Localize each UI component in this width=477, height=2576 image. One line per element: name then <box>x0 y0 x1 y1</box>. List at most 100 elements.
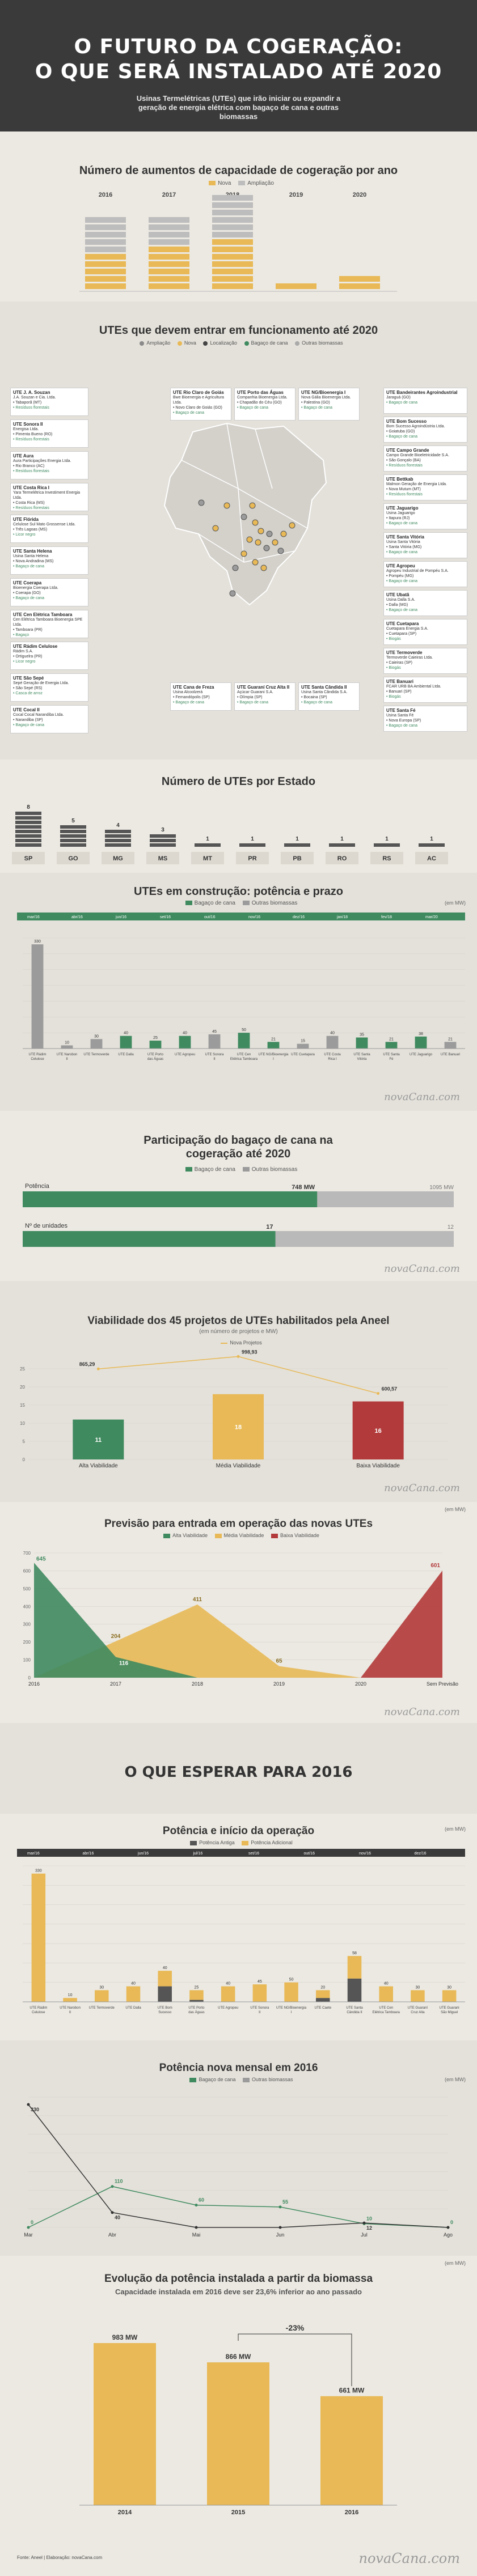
previsao-title: Previsão para entrada em operação das no… <box>104 1518 373 1530</box>
estado-block <box>150 843 176 847</box>
estado-block <box>15 830 41 833</box>
map-box-left: UTE Costa Rica I Yara Termelétrica Invest… <box>10 483 88 511</box>
map-box-line: • Fernandópolis (SP) <box>173 695 210 699</box>
map-box-line: • Bagaço de cana <box>13 596 44 600</box>
estado-block <box>105 834 131 838</box>
map-marker <box>212 525 219 532</box>
map-box-line: • Biogás <box>386 695 401 699</box>
previsao-tick-label: 600 <box>23 1568 31 1573</box>
estado-block <box>15 834 41 838</box>
map-box-line: • Bagaço <box>13 633 29 637</box>
aumentos-block <box>212 210 253 215</box>
potencia2016-category-label: UTE Rádim Celulose <box>29 2006 47 2014</box>
viabilidade-tick-label: 25 <box>20 1366 25 1372</box>
viabilidade-tick-label: 0 <box>23 1457 26 1462</box>
map-box-name: UTE Termoverde <box>386 650 423 655</box>
construcao-value-label: 25 <box>153 1036 158 1040</box>
aumentos-block <box>339 276 380 282</box>
mensal-x-label: Abr <box>108 2232 116 2238</box>
map-box-line: Usina Alcoolzerá <box>173 690 203 694</box>
mensal-value-label: 0 <box>450 2219 453 2225</box>
estado-block <box>329 843 355 847</box>
mensal-title: Potência nova mensal em 2016 <box>159 2062 318 2074</box>
mensal-value-label: 12 <box>366 2225 372 2231</box>
participacao-chart: Potência 748 MW 1095 MW Nº de unidades 17 12 <box>23 1183 454 1247</box>
map-box-line: • Bagaço de cana <box>301 701 332 705</box>
potencia2016-adicional-bar <box>126 1986 141 2002</box>
map-marker <box>277 548 284 554</box>
potencia2016-legend-adicional-swatch <box>242 1840 249 1845</box>
map-box-left: UTE Cen Elétrica Tamboara Cen Elétrica Ta… <box>10 610 88 638</box>
viabilidade-bar <box>213 1394 264 1459</box>
estado-block <box>60 825 86 829</box>
construcao-month-label: fev/18 <box>381 915 392 919</box>
estado-label-bg <box>326 852 358 864</box>
map-box-name: UTE Jaguarigo <box>386 506 419 511</box>
estado-label-bg <box>102 852 134 864</box>
map-box-line: • Cuetapara (SP) <box>386 632 417 636</box>
participacao-bagaco-bar <box>23 1231 276 1247</box>
map-box-name: UTE Cen Elétrica Tamboara <box>13 612 73 617</box>
map-marker <box>252 559 259 566</box>
map-marker <box>240 550 247 557</box>
construcao-category-label: UTE Narobon II <box>57 1053 78 1061</box>
previsao-x-label: 2020 <box>355 1681 366 1687</box>
potencia2016-month-label: out/16 <box>304 1852 315 1856</box>
map-box-line: • Bagaço de cana <box>13 723 44 727</box>
estado-block <box>374 843 400 847</box>
viabilidade-mw-line <box>98 1356 378 1394</box>
estado-block <box>15 825 41 829</box>
previsao-chart: 0 100 200 300 400 500 600 700 2016 2017 2018 2019 20… <box>23 1551 458 1687</box>
map-box-name: UTE Cana de Freza <box>173 685 214 690</box>
aumentos-block <box>149 283 189 289</box>
map-marker <box>240 513 247 520</box>
potencia2016-category-label: UTE Caete <box>314 2006 331 2010</box>
map-box-line: FCAR URB BA Ambiental Ltda. <box>386 685 441 689</box>
construcao-category-label: UTE Santa Vitória <box>353 1053 370 1061</box>
potencia2016-adicional-bar <box>411 1990 425 2002</box>
potencia2016-category-label: UTE Porto das Águas <box>188 2006 205 2014</box>
map-box-right: UTE Ubatã Usina Dalla S.A. • Dalla (MG) • B… <box>383 590 467 616</box>
map-box-left: UTE Santa Helena Usina Santa Helena • Nova… <box>10 546 88 575</box>
aumentos-block <box>212 247 253 252</box>
map-box-line: • Rio Branco (AC) <box>13 464 45 468</box>
map-box-name: UTE Santa Fé <box>386 708 416 713</box>
map-box-line: • São Gonçalo (BA) <box>386 459 421 462</box>
mensal-point <box>446 2226 450 2229</box>
construcao-chart: mar/16 abr/16 jun/16 set/16 out/16 nov/16 dez/… <box>17 913 465 1061</box>
previsao-legend-media: Média Viabilidade <box>223 1533 264 1538</box>
map-box-line: • Costa Rica (MS) <box>13 501 45 505</box>
map-box-line: Usina Santa Fé <box>386 714 414 718</box>
estado-category-label: MS <box>158 855 168 862</box>
potencia2016-legend-antiga: Potência Antiga <box>199 1840 235 1845</box>
map-marker <box>280 531 287 537</box>
estado-category-label: RS <box>382 855 391 862</box>
map-box-name: UTE Bettkab <box>386 477 413 482</box>
potencia2016-chart: mar/16 abr/16 jun/16 jul/16 set/16 out/16 nov/… <box>17 1849 465 2014</box>
map-box-line: • Chapadão do Céu (GO) <box>237 401 282 405</box>
map-marker <box>232 565 239 571</box>
potencia2016-adicional-bar <box>158 1971 172 1987</box>
legend-outras-dot <box>295 341 300 346</box>
construcao-value-label: 40 <box>330 1032 335 1036</box>
map-box-line: Cuetapara Energia S.A. <box>386 627 428 631</box>
evolucao-category-label: 2015 <box>231 2509 245 2516</box>
potencia2016-category-label: UTE Cen Elétrica Tamboara <box>373 2006 400 2014</box>
construcao-bar <box>179 1036 191 1049</box>
legend-ampliacao: Ampliação <box>247 180 274 186</box>
mensal-value-label: 60 <box>199 2197 204 2203</box>
map-box-line: Celulose Sul Mato Grossense Ltda. <box>13 523 76 527</box>
map-box-line: • Bocaina (SP) <box>301 695 327 699</box>
evolucao-value-label: 983 MW <box>112 2333 138 2341</box>
map-box-line: Rádim S.A. <box>13 650 33 653</box>
map-box-left: UTE Rádim Celulose Rádim S.A. • Ortiguelra… <box>10 642 88 670</box>
map-box-right: UTE Banuari FCAR URB BA Ambiental Ltda. • … <box>383 677 467 703</box>
estado-block <box>60 830 86 833</box>
construcao-category-label: UTE NG/Bioenergia I <box>258 1053 289 1061</box>
participacao-bagaco-label: 748 MW <box>292 1184 315 1191</box>
map-box-line: Usina Santa Cândida S.A. <box>301 690 348 694</box>
map-marker <box>246 536 253 543</box>
aumentos-year-label: 2016 <box>99 192 112 198</box>
aumentos-block <box>85 239 126 245</box>
potencia2016-value-label: 50 <box>289 1978 294 1982</box>
